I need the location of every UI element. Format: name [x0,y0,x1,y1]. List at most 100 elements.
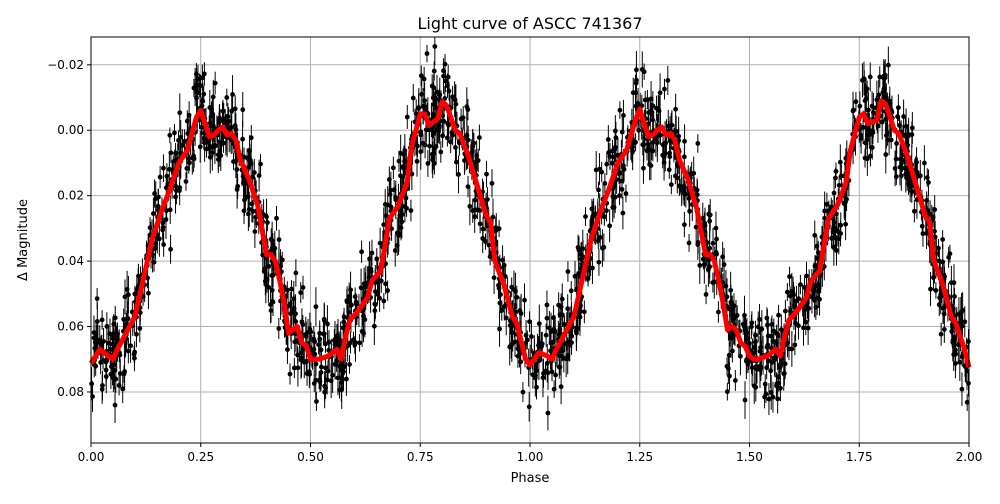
data-point [381,298,387,304]
data-point [321,331,327,337]
data-point [219,140,224,146]
data-point [323,341,328,347]
data-point [398,208,404,214]
data-point [653,136,659,141]
data-point [601,214,607,220]
data-point [764,365,770,371]
data-point [701,262,707,267]
data-point [759,326,765,332]
data-point [865,107,871,113]
data-point [887,98,892,104]
data-point [762,381,768,387]
data-point [962,319,968,325]
data-point [229,108,235,114]
data-point [153,196,159,201]
data-point [919,223,925,229]
data-point [194,88,200,94]
data-point [764,315,770,321]
data-point [952,347,958,353]
data-point [706,211,712,217]
data-point [543,332,549,338]
data-point [679,187,685,193]
data-point [534,384,539,390]
data-point [483,239,488,244]
data-point [217,115,222,121]
data-point [231,159,236,165]
data-point [657,90,663,96]
data-point [951,280,957,286]
data-point [724,294,730,300]
data-point [423,127,429,133]
data-point [416,105,422,110]
data-point [654,105,659,111]
data-point [347,361,352,367]
x-tick-label: 1.25 [626,450,653,464]
data-point [230,92,235,97]
data-point [509,284,515,290]
data-point [749,365,755,370]
data-point [108,364,114,369]
data-point [391,187,397,193]
data-point [549,369,555,375]
data-point [833,175,838,181]
data-point [465,184,471,189]
data-point [754,366,760,372]
data-point [526,404,532,410]
data-point [325,321,330,327]
model-curve-group [88,98,972,368]
data-point [831,244,837,250]
data-point [545,410,551,416]
data-point [99,386,105,392]
data-point [707,218,713,224]
data-point [357,340,362,346]
data-point [621,113,626,118]
data-point [300,285,306,290]
data-point [388,204,394,210]
data-point [132,291,138,297]
data-point [467,203,473,209]
data-point [422,142,428,148]
data-point [566,339,572,345]
data-point [156,236,162,242]
data-point [831,224,837,230]
data-point [110,332,116,338]
data-point [560,312,565,318]
data-point [941,327,947,332]
data-point [822,208,828,214]
data-point [125,292,131,298]
data-point [682,138,687,144]
data-point [99,317,105,323]
data-point [869,145,875,150]
data-point [152,191,157,196]
data-point [561,321,567,327]
data-point [607,223,613,229]
data-point [782,361,788,367]
data-point [883,95,889,100]
data-point [311,381,317,386]
data-point [727,373,732,379]
data-point [137,326,143,331]
data-point [674,163,680,169]
data-point [581,309,587,315]
data-point [408,208,414,213]
data-point [369,250,375,256]
data-point [863,140,869,146]
data-point [766,396,772,402]
data-point [351,337,356,343]
data-point [299,319,305,325]
data-point [620,210,626,216]
model-curve [88,98,972,368]
data-point [252,229,258,234]
data-point [270,299,276,305]
data-point [441,73,446,79]
data-point [645,141,651,147]
data-point [385,202,391,208]
data-point [751,345,757,350]
data-point [212,80,218,86]
data-point [828,204,834,210]
data-point [404,114,410,120]
y-tick-label: 0.02 [57,189,84,203]
data-point [579,256,585,262]
data-point [453,159,459,165]
data-point [749,320,755,326]
